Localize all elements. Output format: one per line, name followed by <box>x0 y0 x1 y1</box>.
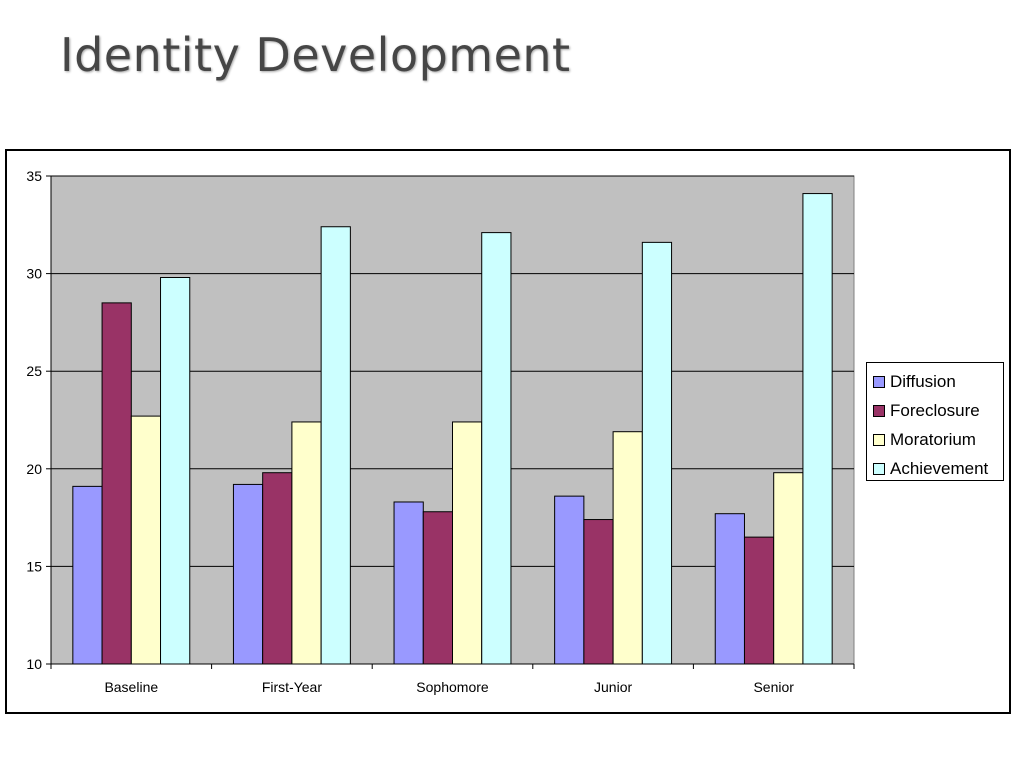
y-tick-label: 20 <box>26 461 42 477</box>
bar-achievement-sophomore <box>481 232 512 665</box>
legend-label: Diffusion <box>890 371 956 391</box>
y-tick-label: 10 <box>26 656 42 672</box>
bar-chart: 10 15 20 25 30 35 Baseline First-Year Sophomore… <box>26 168 855 695</box>
bar-foreclosure-junior <box>583 519 614 665</box>
legend-item-foreclosure: Foreclosure <box>867 396 1003 425</box>
legend-label: Moratorium <box>890 429 976 449</box>
legend-swatch <box>873 462 885 475</box>
bars <box>72 193 833 665</box>
bar-achievement-senior <box>802 193 833 665</box>
bar-moratorium-baseline <box>130 415 162 665</box>
bar-moratorium-sophomore <box>452 421 483 665</box>
bar-diffusion-junior <box>554 495 585 665</box>
x-tick-label: First-Year <box>262 679 323 695</box>
bar-achievement-junior <box>641 241 673 665</box>
bar-foreclosure-first-year <box>262 472 293 665</box>
x-tick-label: Senior <box>753 679 794 695</box>
legend-swatch <box>873 433 885 446</box>
bar-diffusion-senior <box>714 513 745 665</box>
slide-title: Identity Development <box>60 28 571 82</box>
x-tick-label: Junior <box>594 679 632 695</box>
legend-item-moratorium: Moratorium <box>867 425 1003 454</box>
bar-diffusion-first-year <box>232 483 264 665</box>
bar-moratorium-senior <box>773 472 804 665</box>
x-tick-label: Sophomore <box>416 679 489 695</box>
bar-achievement-first-year <box>320 226 351 665</box>
y-tick-label: 35 <box>26 168 42 184</box>
x-tick-label: Baseline <box>104 679 158 695</box>
x-tick-labels: Baseline First-Year Sophomore Junior Senior <box>104 679 794 695</box>
bar-achievement-baseline <box>160 277 191 665</box>
bar-diffusion-baseline <box>72 485 103 665</box>
legend-label: Achievement <box>890 458 989 478</box>
y-tick-label: 30 <box>26 266 42 282</box>
bar-foreclosure-sophomore <box>422 511 453 665</box>
bar-foreclosure-senior <box>743 536 775 665</box>
y-tick-label: 15 <box>26 558 42 574</box>
bar-moratorium-junior <box>612 431 643 665</box>
bar-foreclosure-baseline <box>101 302 132 665</box>
y-tick-label: 25 <box>26 363 42 379</box>
y-tick-labels: 10 15 20 25 30 35 <box>26 168 42 672</box>
legend-item-achievement: Achievement <box>867 454 1003 483</box>
chart-legend: Diffusion Foreclosure Moratorium Achievemen… <box>866 362 1004 481</box>
chart-frame: 10 15 20 25 30 35 Baseline First-Year Sophomore… <box>5 149 1011 714</box>
legend-item-diffusion: Diffusion <box>867 367 1003 396</box>
bar-diffusion-sophomore <box>393 501 424 665</box>
legend-label: Foreclosure <box>890 400 980 420</box>
legend-swatch <box>873 375 885 388</box>
legend-swatch <box>873 404 885 417</box>
bar-moratorium-first-year <box>291 421 322 665</box>
axes <box>46 175 855 669</box>
